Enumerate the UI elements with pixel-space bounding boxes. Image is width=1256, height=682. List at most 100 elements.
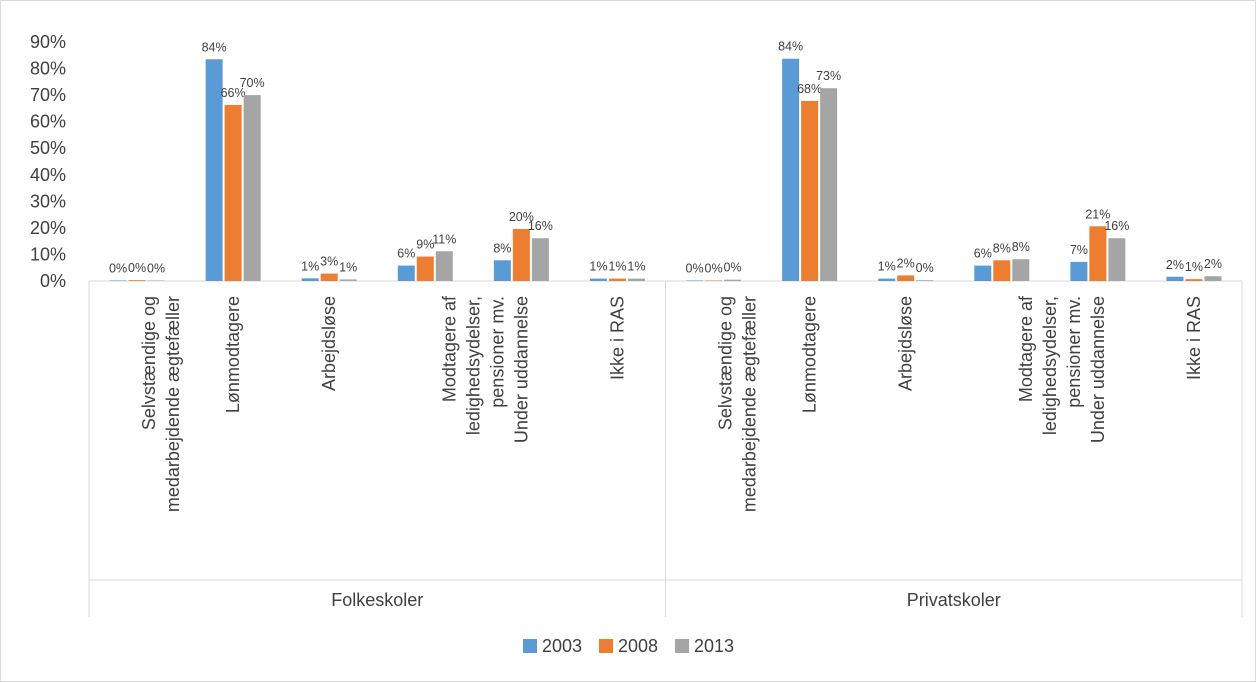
y-tick-label: 20% (30, 218, 66, 238)
legend-swatch-2003 (523, 639, 537, 653)
y-tick-label: 50% (30, 138, 66, 158)
category-label-line: medarbejdende ægtefæller (163, 296, 183, 512)
bar-2008 (1185, 279, 1203, 281)
data-label: 1% (1185, 260, 1203, 274)
bar-2003 (686, 280, 704, 281)
bar-2008 (320, 273, 338, 281)
bar-2013 (147, 280, 165, 281)
category-label: Lønmodtagere (223, 296, 243, 413)
data-label: 6% (974, 247, 992, 261)
bar-2003 (974, 265, 992, 281)
legend-swatch-2013 (675, 639, 689, 653)
category-label: Ikke i RAS (607, 296, 627, 380)
bar-2008 (512, 228, 530, 281)
category-label-line: Arbejdsløse (896, 296, 916, 391)
category-label-line: Modtagere af (439, 295, 459, 402)
data-label: 2% (897, 256, 915, 270)
data-label: 0% (109, 261, 127, 275)
bar-2013 (627, 278, 645, 281)
bar-2013 (1108, 238, 1126, 281)
bar-2013 (339, 279, 357, 281)
bar-2013 (916, 280, 934, 281)
bar-2008 (993, 260, 1011, 281)
category-label: Ikke i RAS (1184, 296, 1204, 380)
bar-2008 (224, 104, 242, 281)
bar-2013 (724, 279, 742, 281)
bar-2013 (531, 238, 549, 281)
legend-swatch-2008 (599, 639, 613, 653)
y-tick-label: 60% (30, 112, 66, 132)
bar-2003 (109, 280, 127, 281)
y-tick-label: 0% (40, 271, 66, 291)
data-label: 0% (147, 261, 165, 275)
legend-label: 2008 (618, 636, 658, 656)
category-label-line: Selvstændige og (716, 296, 736, 430)
data-label: 21% (1085, 207, 1110, 221)
data-label: 84% (202, 40, 227, 54)
category-label-line: Under uddannelse (1088, 296, 1108, 443)
y-tick-label: 80% (30, 59, 66, 79)
group-label: Folkeskoler (331, 590, 423, 610)
category-label-line: Ikke i RAS (607, 296, 627, 380)
data-label: 8% (493, 241, 511, 255)
category-label: Lønmodtagere (800, 296, 820, 413)
data-label: 6% (397, 247, 415, 261)
data-label: 16% (528, 219, 553, 233)
bar-2008 (128, 280, 146, 281)
category-label-line: pensioner mv. (487, 296, 507, 408)
bar-2008 (801, 100, 819, 281)
bar-2003 (1166, 276, 1184, 281)
bar-2003 (397, 265, 415, 281)
data-label: 0% (128, 261, 146, 275)
y-tick-label: 40% (30, 165, 66, 185)
data-label: 66% (221, 86, 246, 100)
group-label: Privatskoler (907, 590, 1001, 610)
data-label: 0% (686, 261, 704, 275)
bar-2003 (205, 59, 223, 282)
data-label: 0% (916, 261, 934, 275)
legend-label: 2003 (542, 636, 582, 656)
y-tick-label: 10% (30, 244, 66, 264)
bar-2013 (1204, 276, 1222, 281)
data-label: 16% (1104, 219, 1129, 233)
data-label: 1% (301, 259, 319, 273)
data-label: 1% (339, 260, 357, 274)
data-label: 1% (608, 260, 626, 274)
bar-2013 (820, 88, 838, 281)
category-label-line: Arbejdsløse (319, 296, 339, 391)
category-label: Under uddannelse (511, 296, 531, 443)
bar-2008 (416, 256, 434, 281)
bar-2003 (301, 278, 319, 281)
data-label: 68% (797, 82, 822, 96)
category-label-line: Lønmodtagere (223, 296, 243, 413)
data-label: 20% (509, 210, 534, 224)
category-label: Selvstændige og medarbejdende ægtefæller (139, 296, 183, 512)
bar-2008 (608, 278, 626, 281)
bar-2008 (897, 275, 915, 281)
data-label: 11% (432, 232, 456, 246)
data-label: 9% (416, 238, 434, 252)
data-label: 7% (1070, 243, 1088, 257)
data-label: 1% (589, 260, 607, 274)
bar-2008 (1089, 226, 1107, 281)
category-label: Selvstændige og medarbejdende ægtefæller (716, 296, 760, 512)
data-label: 84% (778, 40, 803, 54)
category-label-line: Modtagere af (1016, 295, 1036, 402)
bar-2013 (1012, 259, 1030, 281)
y-tick-label: 90% (30, 32, 66, 52)
bar-2003 (878, 278, 896, 281)
bar-2013 (243, 95, 261, 281)
category-label: Arbejdsløse (896, 296, 916, 391)
bar-2003 (589, 278, 607, 281)
category-label: Modtagere af ledighedsydelser, pensioner m… (439, 295, 507, 435)
bar-2003 (1070, 261, 1088, 281)
bar-2003 (493, 260, 511, 281)
y-tick-label: 30% (30, 191, 66, 211)
category-label-line: medarbejdende ægtefæller (740, 296, 760, 512)
category-label-line: Under uddannelse (511, 296, 531, 443)
category-label-line: ledighedsydelser, (463, 296, 483, 435)
category-label-line: Lønmodtagere (800, 296, 820, 413)
data-label: 0% (705, 261, 723, 275)
bar-2003 (782, 58, 800, 282)
bar-2008 (705, 280, 723, 281)
